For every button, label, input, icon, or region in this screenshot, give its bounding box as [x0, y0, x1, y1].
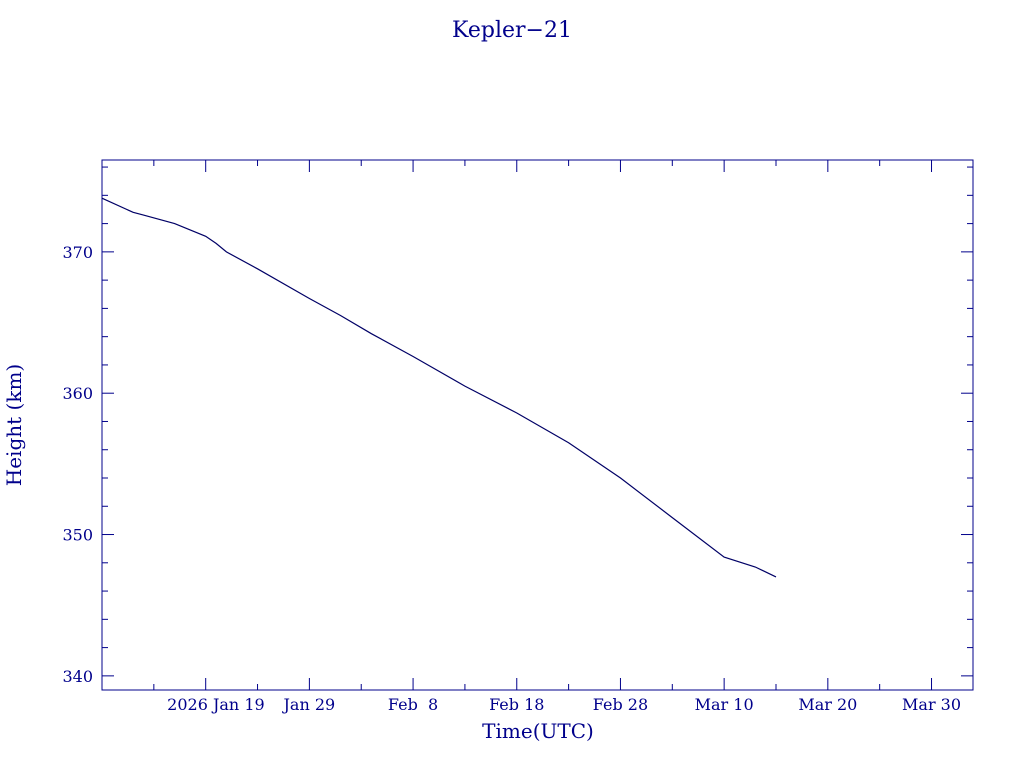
y-tick-labels: 340 350 360 370	[62, 243, 93, 686]
x-tick-label: Feb 8	[388, 695, 438, 714]
x-tick-label: 2026 Jan 19	[167, 695, 265, 714]
y-tick-label: 370	[62, 243, 93, 262]
x-tick-label: Mar 10	[695, 695, 754, 714]
x-tick-label: Jan 29	[282, 695, 336, 714]
x-axis-label: Time(UTC)	[482, 719, 594, 743]
axis-ticks	[102, 160, 973, 690]
x-tick-label: Mar 20	[798, 695, 857, 714]
plot-frame	[101, 159, 974, 691]
chart-title: Kepler−21	[452, 18, 572, 43]
y-axis-label: Height (km)	[2, 364, 26, 486]
height-series-line	[101, 197, 777, 578]
x-tick-labels: 2026 Jan 19 Jan 29 Feb 8 Feb 18 Feb 28 Mar 10…	[167, 695, 961, 714]
x-tick-label: Feb 28	[593, 695, 648, 714]
y-tick-label: 360	[62, 384, 93, 403]
y-tick-label: 340	[62, 667, 93, 686]
x-tick-label: Mar 30	[902, 695, 961, 714]
y-tick-label: 350	[62, 526, 93, 545]
x-tick-label: Feb 18	[489, 695, 544, 714]
